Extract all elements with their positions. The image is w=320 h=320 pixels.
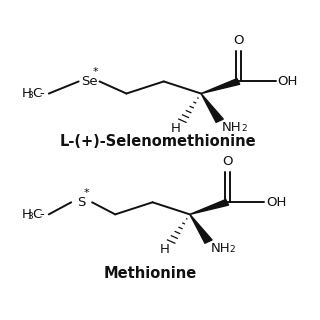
Text: 2: 2	[230, 244, 236, 253]
Text: OH: OH	[266, 196, 287, 209]
Text: O: O	[222, 155, 232, 168]
Text: C: C	[32, 87, 42, 100]
Text: L-(+)-Selenomethionine: L-(+)-Selenomethionine	[60, 134, 256, 149]
Text: *: *	[83, 188, 89, 198]
Text: -: -	[40, 208, 44, 221]
Text: Methionine: Methionine	[104, 266, 197, 281]
Polygon shape	[190, 214, 212, 243]
Text: H: H	[159, 243, 169, 256]
Text: 2: 2	[241, 124, 247, 133]
Text: 3: 3	[28, 212, 34, 221]
Text: H: H	[22, 208, 32, 221]
Polygon shape	[190, 199, 228, 214]
Text: C: C	[32, 208, 42, 221]
Text: S: S	[77, 196, 86, 209]
Polygon shape	[201, 79, 240, 93]
Text: O: O	[233, 34, 244, 47]
Text: 3: 3	[28, 92, 34, 100]
Text: NH: NH	[221, 121, 241, 134]
Text: -: -	[40, 87, 44, 100]
Text: Se: Se	[81, 75, 97, 88]
Text: *: *	[93, 67, 99, 77]
Polygon shape	[201, 93, 223, 122]
Text: NH: NH	[210, 242, 230, 255]
Text: H: H	[171, 122, 180, 135]
Text: OH: OH	[277, 75, 298, 88]
Text: H: H	[22, 87, 32, 100]
